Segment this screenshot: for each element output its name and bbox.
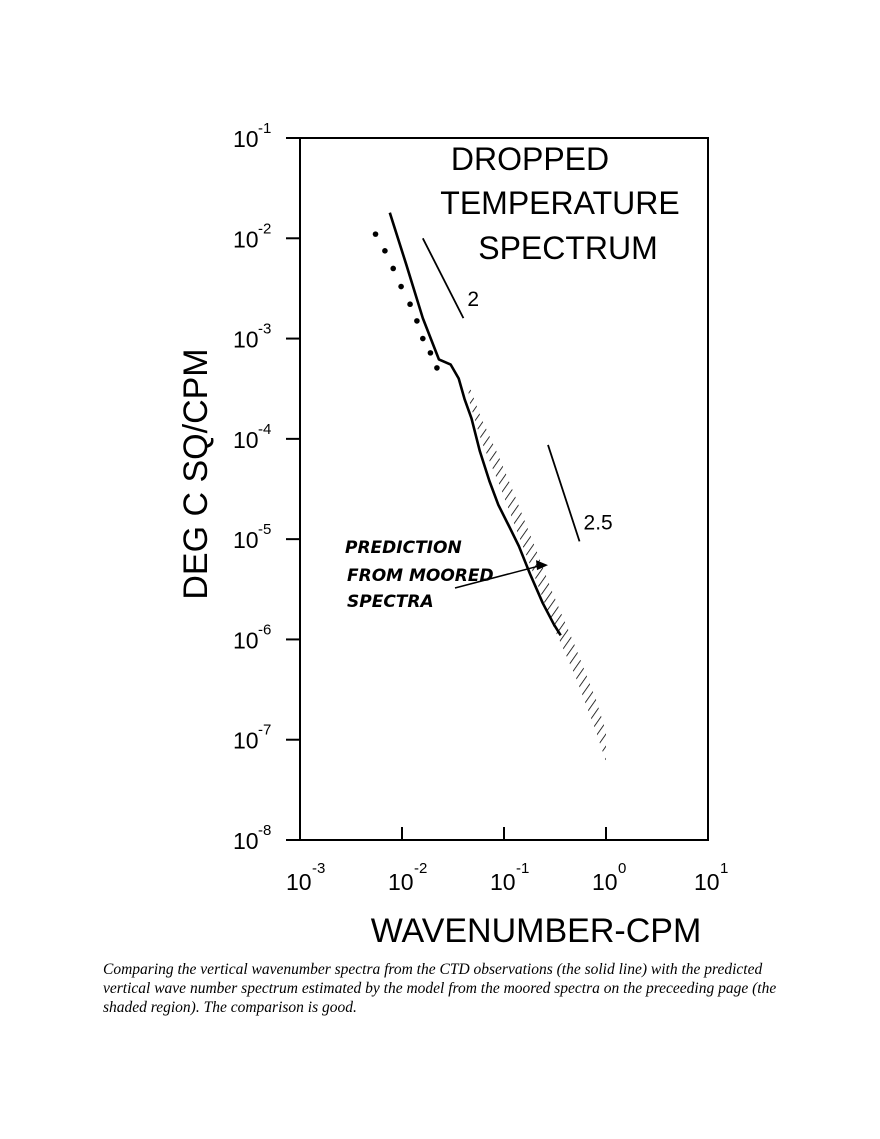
chart-title-line-3: SPECTRUM <box>478 230 658 266</box>
dotted-spectrum-line <box>372 231 440 371</box>
y-tick-label: 10 <box>233 728 259 754</box>
x-tick-exponent: 1 <box>720 860 728 877</box>
slope-2-5-label: 2.5 <box>584 511 613 534</box>
x-tick-label: 10 <box>388 869 414 895</box>
ctd-spectrum-solid-line <box>388 212 562 636</box>
dotted-series-point <box>372 231 379 237</box>
x-tick-exponent: -1 <box>516 860 529 877</box>
x-tick-label: 10 <box>286 869 312 895</box>
dotted-series-point <box>398 283 404 290</box>
x-tick-label: 10 <box>490 869 516 895</box>
x-tick-label: 10 <box>694 869 720 895</box>
y-tick-exponent: -3 <box>258 321 271 338</box>
annotation-arrow <box>454 564 543 589</box>
chart-title-line-1: DROPPED <box>451 141 609 177</box>
temperature-spectrum-chart: 10-110-210-310-410-510-610-710-8 10-310-… <box>177 120 728 950</box>
y-tick-label: 10 <box>233 427 259 453</box>
slope-2-reference-line <box>422 237 465 319</box>
dotted-series-point <box>434 365 440 371</box>
y-tick-exponent: -4 <box>258 421 271 438</box>
y-tick-exponent: -7 <box>258 722 271 739</box>
x-axis-title: WAVENUMBER-CPM <box>371 912 702 950</box>
y-tick-exponent: -6 <box>258 621 271 638</box>
x-tick-exponent: -3 <box>312 860 325 877</box>
figure-caption: Comparing the vertical wavenumber spectr… <box>103 961 777 1016</box>
dotted-series-point <box>414 318 420 324</box>
y-tick-label: 10 <box>233 327 259 353</box>
annotation-line-1: PREDICTION <box>345 538 462 558</box>
y-axis-title: DEG C SQ/CPM <box>177 348 215 599</box>
y-tick-label: 10 <box>233 627 259 653</box>
annotation-line-3: SPECTRA <box>347 592 434 612</box>
dotted-series-point <box>407 301 413 308</box>
dotted-series-point <box>390 265 397 272</box>
y-tick-label: 10 <box>233 527 259 553</box>
predicted-spectrum-shaded-region <box>468 384 606 762</box>
annotation-arrowhead <box>535 560 548 571</box>
x-tick-label: 10 <box>592 869 618 895</box>
chart-title-line-2: TEMPERATURE <box>440 185 679 221</box>
y-tick-label: 10 <box>233 226 259 252</box>
y-axis-ticks: 10-110-210-310-410-510-610-710-8 <box>233 120 300 854</box>
y-tick-label: 10 <box>233 828 259 854</box>
dotted-series-point <box>420 335 426 342</box>
dotted-series-point <box>427 350 434 356</box>
x-tick-exponent: 0 <box>618 860 626 877</box>
y-tick-label: 10 <box>233 126 259 152</box>
x-tick-exponent: -2 <box>414 860 427 877</box>
y-tick-exponent: -1 <box>258 120 271 137</box>
y-tick-exponent: -2 <box>258 220 271 237</box>
slope-2-label: 2 <box>467 288 479 311</box>
dotted-series-point <box>382 248 388 254</box>
y-tick-exponent: -8 <box>258 822 271 839</box>
y-tick-exponent: -5 <box>258 521 271 538</box>
slope-2-5-reference-line <box>547 444 581 542</box>
annotation-line-2: FROM MOORED <box>347 566 494 586</box>
